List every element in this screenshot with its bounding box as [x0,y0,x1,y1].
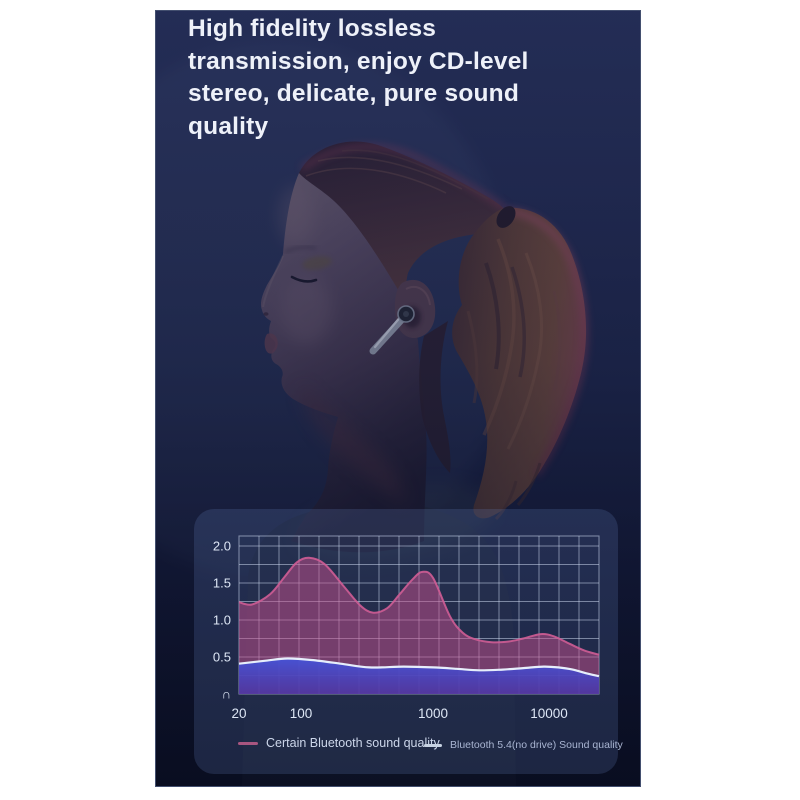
legend-item-certain-bluetooth: Certain Bluetooth sound quality [238,736,440,750]
svg-text:1000: 1000 [418,706,448,721]
product-banner: High fidelity lossless transmission, enj… [155,10,641,787]
svg-text:1.5: 1.5 [213,576,231,591]
frequency-response-plot: 2.0 1.5 1.0 0.5 ∩20 100 1000 10000 [213,535,600,721]
legend-label: Certain Bluetooth sound quality [266,736,440,750]
svg-text:100: 100 [290,706,313,721]
svg-text:2.0: 2.0 [213,539,231,554]
frequency-response-chart: 2.0 1.5 1.0 0.5 ∩ 20 100 1000 10000 [194,509,618,774]
svg-text:1.0: 1.0 [213,613,231,628]
svg-text:0.5: 0.5 [213,650,231,665]
legend-dash-white [424,743,442,747]
chart-panel: 2.0 1.5 1.0 0.5 ∩ 20 100 1000 10000 Certain Blue… [194,509,623,774]
svg-text:10000: 10000 [530,706,568,721]
svg-text:20: 20 [231,706,246,721]
svg-text:∩: ∩ [222,687,231,702]
legend-dash-pink [238,741,258,745]
legend-label: Bluetooth 5.4(no drive) Sound quality [450,739,623,751]
headline: High fidelity lossless transmission, enj… [188,15,529,140]
legend-item-bluetooth54: Bluetooth 5.4(no drive) Sound quality [424,739,623,751]
